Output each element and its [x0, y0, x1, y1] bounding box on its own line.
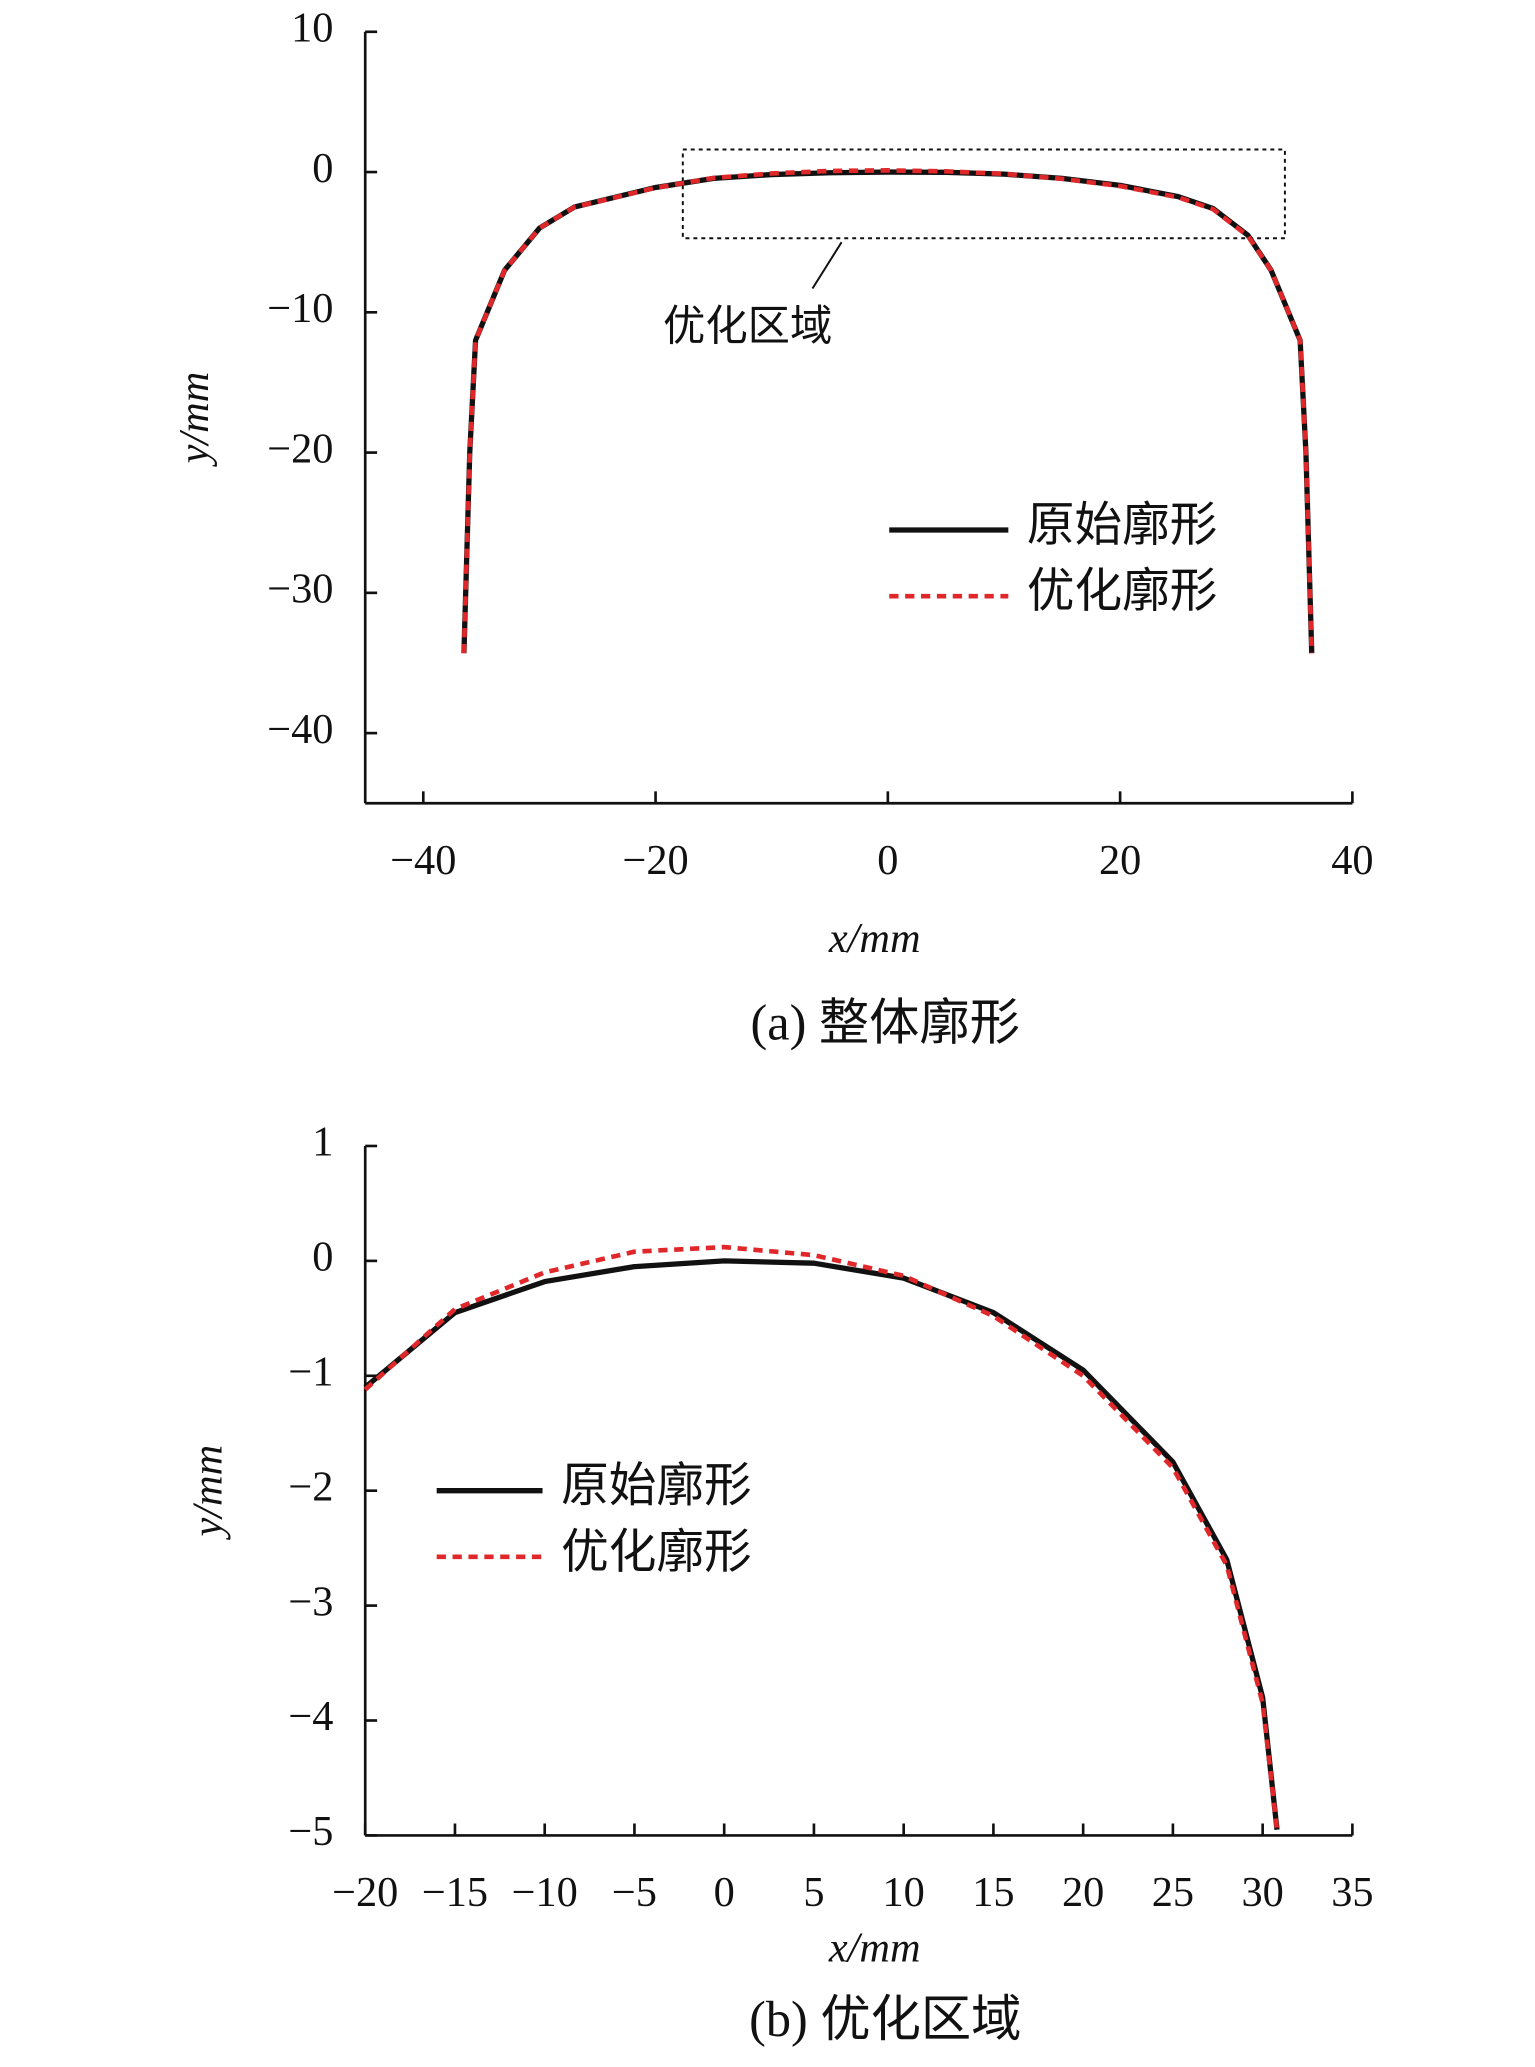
x-tick-label: 30: [1241, 1869, 1283, 1916]
legend-label: 原始廓形: [1027, 500, 1218, 552]
legend-label: 原始廓形: [561, 1461, 752, 1513]
x-tick-label: 5: [803, 1869, 824, 1916]
x-axis-label: x/mm: [828, 1925, 921, 1972]
caption: (a) 整体廓形: [751, 995, 1020, 1051]
y-tick-label: −5: [288, 1808, 333, 1855]
x-tick-label: −10: [512, 1869, 578, 1916]
x-axis-label: x/mm: [828, 915, 921, 962]
legend-label: 优化廓形: [1027, 566, 1218, 618]
caption: (b) 优化区域: [749, 1991, 1021, 2047]
y-tick-label: −4: [288, 1693, 333, 1740]
x-tick-label: 25: [1152, 1869, 1194, 1916]
x-tick-label: 20: [1099, 837, 1141, 884]
x-tick-label: 0: [877, 837, 898, 884]
series-line: [363, 1244, 1280, 1830]
legend-label: 优化廓形: [561, 1527, 752, 1579]
y-tick-label: −1: [288, 1349, 333, 1396]
series-line: [363, 1258, 1280, 1830]
y-tick-label: −10: [267, 285, 333, 332]
y-tick-label: 0: [312, 145, 333, 192]
x-tick-label: −5: [612, 1869, 657, 1916]
y-tick-label: −30: [267, 566, 333, 613]
x-tick-label: 0: [714, 1869, 735, 1916]
x-tick-label: −20: [332, 1869, 398, 1916]
x-tick-label: −20: [622, 837, 688, 884]
y-tick-label: −20: [267, 425, 333, 472]
x-tick-label: −15: [422, 1869, 488, 1916]
x-tick-label: 15: [972, 1869, 1014, 1916]
y-axis-label: y/mm: [184, 1445, 231, 1541]
x-tick-label: 35: [1331, 1869, 1373, 1916]
y-tick-label: 1: [312, 1119, 333, 1166]
x-tick-label: 10: [883, 1869, 925, 1916]
series-line: [461, 168, 1315, 654]
y-tick-label: 10: [291, 4, 333, 51]
annotation-leader: [811, 241, 843, 290]
annotation-text: 优化区域: [663, 304, 832, 351]
y-tick-label: −40: [267, 706, 333, 753]
x-tick-label: 20: [1062, 1869, 1104, 1916]
y-tick-label: −3: [288, 1578, 333, 1625]
y-axis-label: y/mm: [171, 372, 218, 468]
x-tick-label: 40: [1331, 837, 1373, 884]
y-tick-label: −2: [288, 1463, 333, 1510]
y-tick-label: 0: [312, 1234, 333, 1281]
x-tick-label: −40: [390, 837, 456, 884]
annotation-box: [681, 148, 1286, 240]
